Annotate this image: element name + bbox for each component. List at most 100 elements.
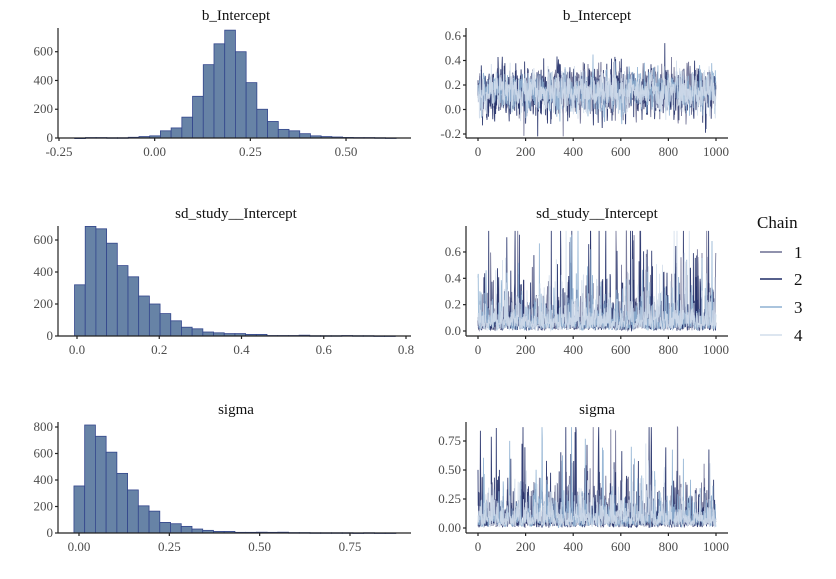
histogram-bar	[84, 225, 97, 337]
histogram-panel: 0 200 400 600 -0.25 0.00 0.25 0.50	[34, 28, 411, 159]
x-tick-label: 0.2	[151, 342, 167, 357]
x-tick-label: 0.25	[239, 144, 262, 159]
x-tick-label: -0.25	[45, 144, 72, 159]
trace-panel: -0.2 0.0 0.2 0.4 0.6 0 200 400 600 800 1000	[440, 28, 729, 159]
x-tick-label: 600	[611, 144, 631, 159]
histogram-bar	[148, 510, 161, 534]
histogram-bar	[159, 522, 171, 534]
histogram-bar	[116, 472, 128, 534]
y-tick-label: 0.75	[438, 433, 461, 448]
y-tick-label: 0	[47, 130, 54, 145]
x-tick-label: 1000	[703, 144, 729, 159]
histogram-bar	[299, 133, 311, 139]
y-tick-label: 0.4	[445, 53, 462, 68]
x-tick-label: 0	[475, 539, 482, 554]
x-tick-label: 1000	[703, 539, 729, 554]
histogram-bar	[127, 276, 140, 337]
trace-line-chain-4	[477, 230, 717, 332]
histogram-bar	[170, 320, 182, 337]
histogram-bar	[160, 130, 172, 139]
histogram-bar	[170, 523, 182, 534]
x-tick-label: 0	[475, 342, 482, 357]
x-tick-label: 0.00	[143, 144, 166, 159]
y-tick-label: 200	[34, 296, 54, 311]
x-tick-label: 0.50	[248, 539, 271, 554]
y-tick-label: 0.0	[445, 102, 461, 117]
x-tick-label: 800	[659, 342, 679, 357]
histogram-bar	[137, 505, 150, 534]
x-tick-label: 1000	[703, 342, 729, 357]
y-tick-label: 200	[34, 101, 54, 116]
x-tick-label: 0.0	[69, 342, 85, 357]
y-tick-label: 600	[34, 44, 54, 59]
histogram-bar	[95, 435, 107, 534]
legend-label-1: 1	[794, 243, 803, 262]
x-tick-label: 200	[516, 144, 536, 159]
histogram-bar	[245, 82, 258, 139]
histogram-bar	[267, 121, 279, 139]
y-tick-label: 0.2	[445, 297, 461, 312]
histogram-bar	[181, 116, 193, 139]
trace-line-chain-4	[477, 443, 717, 529]
x-tick-label: 0.50	[335, 144, 358, 159]
x-tick-label: 400	[563, 342, 583, 357]
trace-panel: 0.00 0.25 0.50 0.75 0 200 400 600 800 1000	[438, 422, 729, 554]
histogram-bar	[73, 485, 86, 534]
y-tick-label: 800	[34, 419, 54, 434]
hist-title-b-intercept: b_Intercept	[202, 8, 271, 24]
trace-title-b-intercept: b_Intercept	[563, 8, 632, 24]
y-tick-label: 0.25	[438, 491, 461, 506]
histogram-bar	[235, 51, 247, 139]
hist-title-sd-study: sd_study__Intercept	[175, 206, 297, 222]
histogram-bar	[213, 43, 226, 139]
histogram-bar	[202, 64, 215, 139]
histogram-bar	[159, 313, 172, 337]
legend-label-3: 3	[794, 298, 803, 317]
y-tick-label: 0.00	[438, 520, 461, 535]
histogram-bar	[148, 303, 161, 337]
x-tick-label: 800	[659, 144, 679, 159]
x-tick-label: 200	[516, 539, 536, 554]
x-tick-label: 0.75	[339, 539, 362, 554]
y-tick-label: 0.0	[445, 323, 461, 338]
y-tick-label: 600	[34, 232, 54, 247]
histogram-bar	[288, 130, 301, 139]
histogram-bar	[224, 29, 236, 139]
y-tick-label: 200	[34, 499, 54, 514]
histogram-bar	[191, 328, 204, 337]
histogram-bar	[170, 127, 183, 139]
y-tick-label: 0.4	[445, 270, 462, 285]
histogram-bar	[181, 326, 193, 337]
hist-title-sigma: sigma	[218, 402, 254, 418]
x-tick-label: 0.25	[158, 539, 181, 554]
x-tick-label: 600	[611, 342, 631, 357]
legend: Chain 1 2 3 4	[757, 213, 803, 345]
x-tick-label: 200	[516, 342, 536, 357]
y-tick-label: 0.2	[445, 77, 461, 92]
x-tick-label: 0.8	[398, 342, 414, 357]
histogram-bar	[106, 242, 118, 337]
y-tick-label: 400	[34, 264, 54, 279]
x-tick-label: 0	[475, 144, 482, 159]
legend-label-4: 4	[794, 326, 803, 345]
x-tick-label: 400	[563, 539, 583, 554]
histogram-bar	[138, 295, 150, 337]
y-tick-label: 0.6	[445, 244, 462, 259]
trace-title-sigma: sigma	[579, 402, 615, 418]
histogram-panel: 0 200 400 600 800 0.00 0.25 0.50 0.75	[34, 419, 411, 554]
y-tick-label: 400	[34, 72, 54, 87]
histogram-panel: 0 200 400 600 0.0 0.2 0.4 0.6 0.8	[34, 225, 414, 357]
y-tick-label: 0	[47, 328, 54, 343]
histogram-bar	[116, 265, 129, 337]
x-tick-label: 600	[611, 539, 631, 554]
y-tick-label: 0	[47, 525, 54, 540]
x-tick-label: 800	[659, 539, 679, 554]
y-tick-label: 0.6	[445, 28, 462, 43]
histogram-bar	[192, 95, 204, 139]
histogram-bar	[105, 451, 118, 534]
trace-line-chain-4	[477, 60, 717, 122]
x-tick-label: 0.6	[316, 342, 333, 357]
legend-title: Chain	[757, 213, 798, 232]
histogram-bar	[84, 424, 96, 534]
